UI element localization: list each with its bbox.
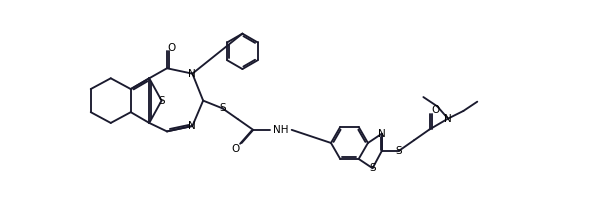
Text: NH: NH <box>273 125 288 135</box>
Text: O: O <box>167 43 176 53</box>
Text: O: O <box>231 144 240 154</box>
Text: S: S <box>219 103 226 113</box>
Text: O: O <box>432 105 440 115</box>
Text: S: S <box>395 146 402 156</box>
Text: S: S <box>158 96 165 106</box>
Text: N: N <box>444 114 452 124</box>
Text: S: S <box>369 163 376 173</box>
Text: N: N <box>188 121 196 131</box>
Text: N: N <box>188 69 196 79</box>
Text: N: N <box>378 129 386 139</box>
